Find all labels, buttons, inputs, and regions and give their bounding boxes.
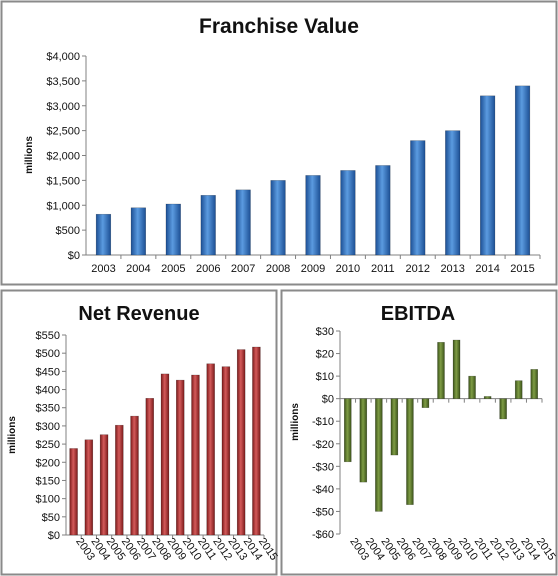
ebitda-bar <box>468 375 476 399</box>
ebitda-y-label: millions <box>290 403 301 441</box>
franchise-value-y-tick-label: $0 <box>68 250 80 262</box>
ebitda-bar <box>499 398 507 420</box>
net-revenue-bar <box>176 379 185 536</box>
franchise-value-bar <box>200 195 216 256</box>
franchise-value-x-tick-label: 2003 <box>91 263 115 275</box>
franchise-value-bar <box>95 213 112 256</box>
franchise-value-x-tick-label: 2004 <box>126 263 150 275</box>
franchise-value-x-tick-label: 2005 <box>161 263 185 275</box>
franchise-value-title: Franchise Value <box>199 15 359 38</box>
franchise-value-x-tick-label: 2014 <box>475 263 499 275</box>
net-revenue-bar <box>84 439 94 536</box>
ebitda-bar <box>390 398 399 456</box>
net-revenue-y-tick-label: $500 <box>36 348 60 360</box>
franchise-value-y-tick-label: $2,000 <box>46 151 80 163</box>
franchise-value-x-tick-label: 2010 <box>336 263 360 275</box>
net-revenue-panel <box>0 289 278 576</box>
franchise-value-bar <box>130 207 146 256</box>
net-revenue-y-tick-label: $250 <box>36 439 60 451</box>
franchise-value-bar <box>514 85 531 256</box>
franchise-value-x-tick-label: 2007 <box>231 263 255 275</box>
net-revenue-bar <box>252 346 261 536</box>
franchise-value-bar <box>410 140 426 256</box>
net-revenue-bar <box>236 349 246 536</box>
franchise-value-y-label: millions <box>24 136 35 174</box>
franchise-value-bar <box>340 170 356 256</box>
ebitda-y-tick-label: -$50 <box>312 506 334 518</box>
franchise-value-x-tick-label: 2011 <box>371 263 395 275</box>
ebitda-title: EBITDA <box>381 303 455 325</box>
ebitda-bar <box>452 339 461 399</box>
franchise-value-y-tick-label: $3,500 <box>46 76 80 88</box>
franchise-value-y-tick-label: $500 <box>56 225 80 237</box>
net-revenue-bar <box>221 366 231 536</box>
net-revenue-y-tick-label: $450 <box>36 366 60 378</box>
ebitda-bar <box>437 342 445 399</box>
franchise-value-y-tick-label: $1,000 <box>46 200 80 212</box>
franchise-value-x-tick-label: 2013 <box>440 263 464 275</box>
ebitda-y-tick-label: -$40 <box>312 484 334 496</box>
franchise-value-bar <box>235 189 251 256</box>
ebitda-y-tick-label: -$30 <box>312 461 334 473</box>
ebitda-bar <box>359 398 368 483</box>
ebitda-y-tick-label: $10 <box>316 371 334 383</box>
net-revenue-plot: $0 $50 $100 $150 $200 $250 $300 $350 $400 $450 $50… <box>36 330 280 563</box>
ebitda-panel <box>280 289 558 576</box>
net-revenue-y-tick-label: $350 <box>36 403 60 415</box>
net-revenue-y-tick-label: $400 <box>36 385 60 397</box>
franchise-value-bar <box>305 175 321 256</box>
franchise-value-y-tick-label: $2,500 <box>46 126 80 138</box>
franchise-value-y-tick-label: $1,500 <box>46 175 80 187</box>
net-revenue-y-label: millions <box>7 416 18 454</box>
ebitda-bar <box>483 396 492 399</box>
franchise-value-y-tick-label: $3,000 <box>46 101 80 113</box>
franchise-value-bar <box>270 180 286 256</box>
net-revenue-bar <box>69 448 78 536</box>
ebitda-bar <box>514 380 523 399</box>
franchise-value-x-tick-label: 2012 <box>406 263 430 275</box>
franchise-value-x-tick-label: 2006 <box>196 263 220 275</box>
franchise-value-x-tick-label: 2008 <box>266 263 290 275</box>
ebitda-bar <box>421 398 430 408</box>
franchise-value-bar <box>480 95 496 256</box>
net-revenue-y-tick-label: $0 <box>48 530 60 542</box>
ebitda-y-tick-label: $0 <box>322 394 334 406</box>
franchise-value-x-tick-label: 2015 <box>510 263 534 275</box>
franchise-value-bar <box>375 165 391 256</box>
net-revenue-y-tick-label: $150 <box>36 475 60 487</box>
ebitda-y-tick-label: -$20 <box>312 439 334 451</box>
net-revenue-title: Net Revenue <box>78 303 199 325</box>
ebitda-y-tick-label: -$10 <box>312 416 334 428</box>
ebitda-plot: -$60-$50-$40-$30-$20-$10$0$10$20$3020032… <box>312 326 558 563</box>
ebitda-bar <box>406 398 414 505</box>
franchise-value-bar <box>165 203 181 256</box>
net-revenue-bar <box>191 374 200 536</box>
ebitda-bar <box>344 398 352 463</box>
net-revenue-bar <box>130 415 139 536</box>
ebitda-y-tick-label: -$60 <box>312 529 334 541</box>
net-revenue-bar <box>99 434 109 536</box>
net-revenue-bar <box>145 398 154 536</box>
net-revenue-y-tick-label: $550 <box>36 330 60 342</box>
ebitda-y-tick-label: $20 <box>316 349 334 361</box>
ebitda-y-tick-label: $30 <box>316 326 334 338</box>
ebitda-bar <box>530 369 538 399</box>
franchise-value-y-tick-label: $4,000 <box>46 51 80 63</box>
net-revenue-y-tick-label: $200 <box>36 457 60 469</box>
net-revenue-bar <box>115 424 124 536</box>
franchise-value-plot: $0 $500 $1,000 $1,500 $2,000 $2,500 $3,000 $3,5… <box>46 51 541 275</box>
net-revenue-bar <box>160 373 170 536</box>
franchise-value-x-tick-label: 2009 <box>301 263 325 275</box>
net-revenue-bar <box>206 363 215 536</box>
ebitda-bar <box>375 398 383 512</box>
net-revenue-y-tick-label: $50 <box>42 512 60 524</box>
net-revenue-y-tick-label: $100 <box>36 494 60 506</box>
franchise-value-bar <box>445 130 461 256</box>
net-revenue-y-tick-label: $300 <box>36 421 60 433</box>
